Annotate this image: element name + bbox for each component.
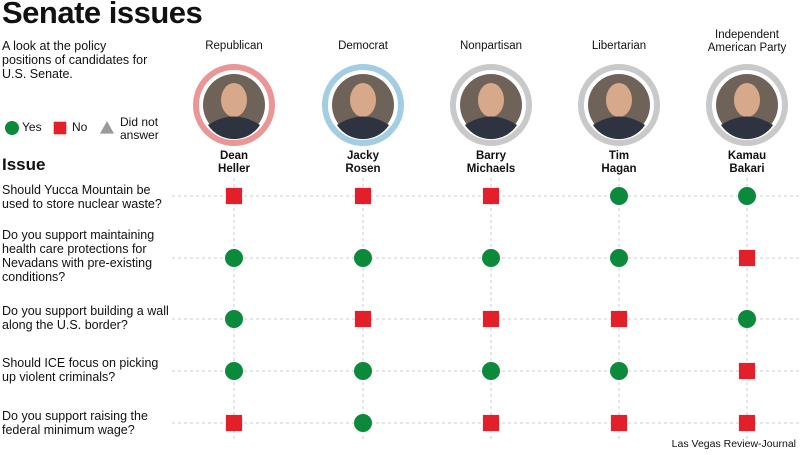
photo-face bbox=[478, 83, 504, 117]
candidate-first: Dean bbox=[219, 150, 249, 162]
answer bbox=[738, 414, 756, 432]
photo-face bbox=[606, 83, 632, 117]
question: Do you support building a wall along the… bbox=[2, 304, 169, 332]
candidate-first: Tim bbox=[608, 150, 630, 162]
answer bbox=[738, 310, 756, 328]
answer bbox=[610, 362, 628, 380]
candidate-last: Hagan bbox=[601, 163, 637, 175]
candidate-last: Heller bbox=[218, 163, 250, 175]
answer bbox=[482, 187, 500, 205]
party-label: Republican bbox=[205, 40, 263, 52]
subtitle: A look at the policy positions of candid… bbox=[2, 39, 148, 81]
answer bbox=[225, 310, 243, 328]
answer bbox=[354, 414, 372, 432]
answer bbox=[738, 187, 756, 205]
answer bbox=[610, 187, 628, 205]
photo-face bbox=[221, 83, 247, 117]
answer bbox=[482, 310, 500, 328]
answer bbox=[482, 362, 500, 380]
answer bbox=[354, 310, 372, 328]
answer bbox=[610, 310, 628, 328]
candidate-first: Kamau bbox=[727, 150, 767, 162]
answer bbox=[354, 249, 372, 267]
photo-body bbox=[593, 116, 645, 140]
issue-heading: Issue bbox=[2, 155, 46, 174]
legend-label: Did not answer bbox=[120, 115, 159, 143]
answer bbox=[610, 249, 628, 267]
candidate-first: Jacky bbox=[347, 150, 379, 162]
answer bbox=[225, 362, 243, 380]
answer bbox=[225, 414, 243, 432]
legend-label: No bbox=[72, 120, 88, 134]
candidate-last: Bakari bbox=[729, 163, 765, 175]
answer bbox=[738, 362, 756, 380]
party-label: Independent American Party bbox=[707, 29, 787, 54]
photo-body bbox=[465, 116, 517, 140]
party-label: Nonpartisan bbox=[459, 40, 522, 52]
party-label: Libertarian bbox=[591, 40, 647, 52]
answer bbox=[225, 187, 243, 205]
photo-face bbox=[350, 83, 376, 117]
candidate-last: Rosen bbox=[345, 163, 381, 175]
answer bbox=[738, 249, 756, 267]
title: Senate issues bbox=[2, 0, 203, 30]
answer bbox=[610, 414, 628, 432]
question: Do you support maintaining health care p… bbox=[2, 228, 155, 284]
legend-swatch bbox=[53, 121, 67, 135]
answer bbox=[354, 187, 372, 205]
legend-swatch bbox=[5, 121, 19, 135]
photo-body bbox=[208, 116, 260, 140]
photo-body bbox=[721, 116, 773, 140]
candidate-first: Barry bbox=[475, 150, 507, 162]
answer bbox=[482, 249, 500, 267]
question: Do you support raising the federal minim… bbox=[2, 409, 148, 437]
question: Should Yucca Mountain be used to store n… bbox=[2, 183, 162, 211]
photo-face bbox=[734, 83, 760, 117]
candidate-last: Michaels bbox=[466, 163, 516, 175]
legend-label: Yes bbox=[22, 120, 42, 134]
answer bbox=[225, 249, 243, 267]
question: Should ICE focus on picking up violent c… bbox=[2, 356, 159, 384]
party-label: Democrat bbox=[338, 40, 388, 52]
answer bbox=[482, 414, 500, 432]
answer bbox=[354, 362, 372, 380]
source: Las Vegas Review-Journal bbox=[671, 438, 796, 450]
legend-swatch bbox=[100, 121, 114, 134]
photo-body bbox=[337, 116, 389, 140]
